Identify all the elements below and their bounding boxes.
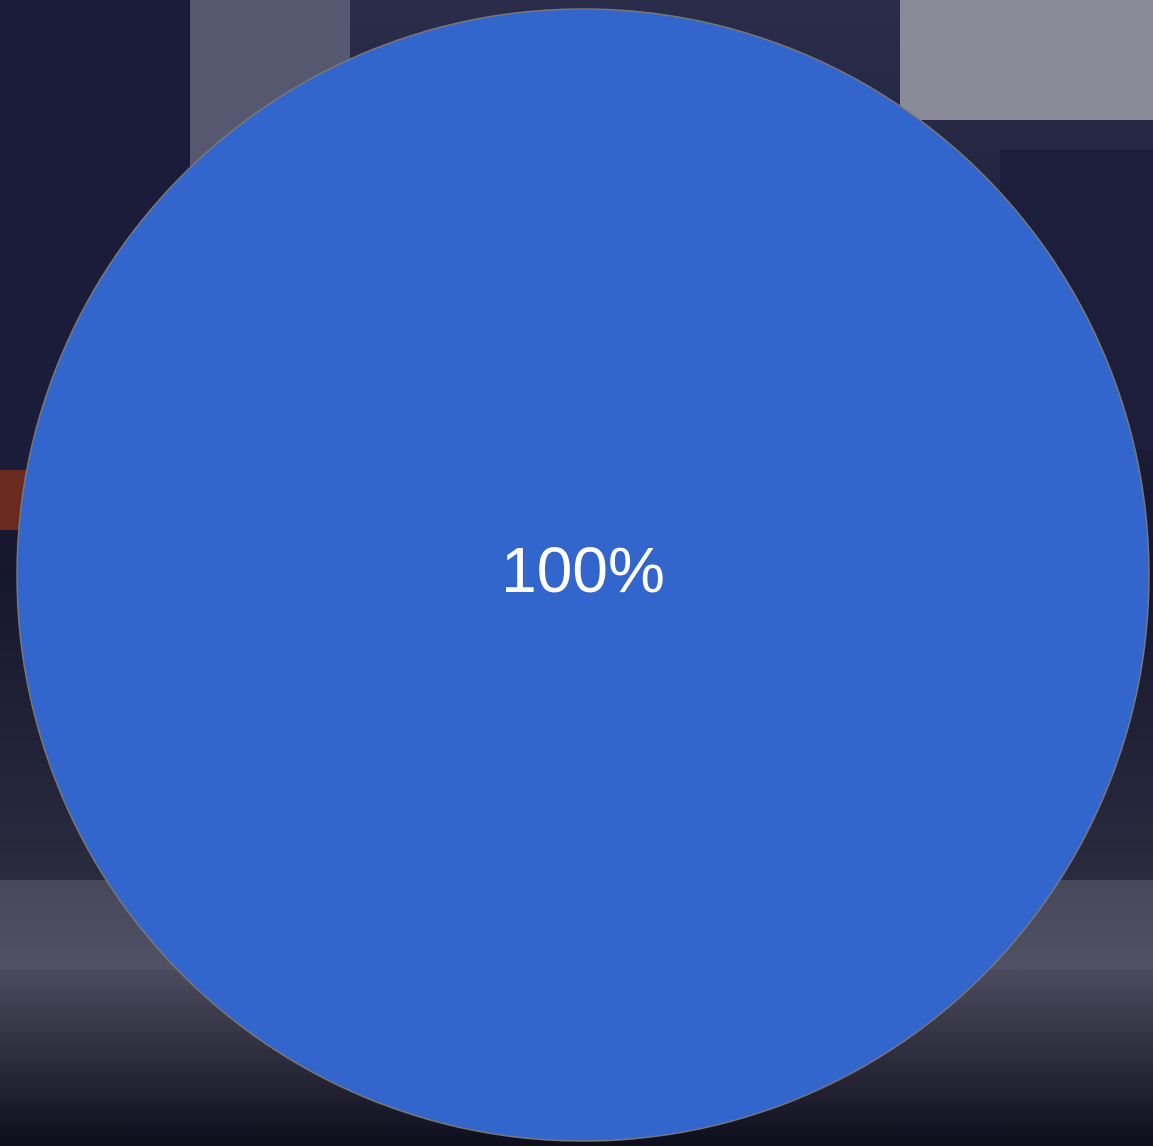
pie: 100% <box>16 8 1150 1142</box>
slice-label: 100% <box>501 534 665 606</box>
pie-slice <box>16 8 1150 1142</box>
